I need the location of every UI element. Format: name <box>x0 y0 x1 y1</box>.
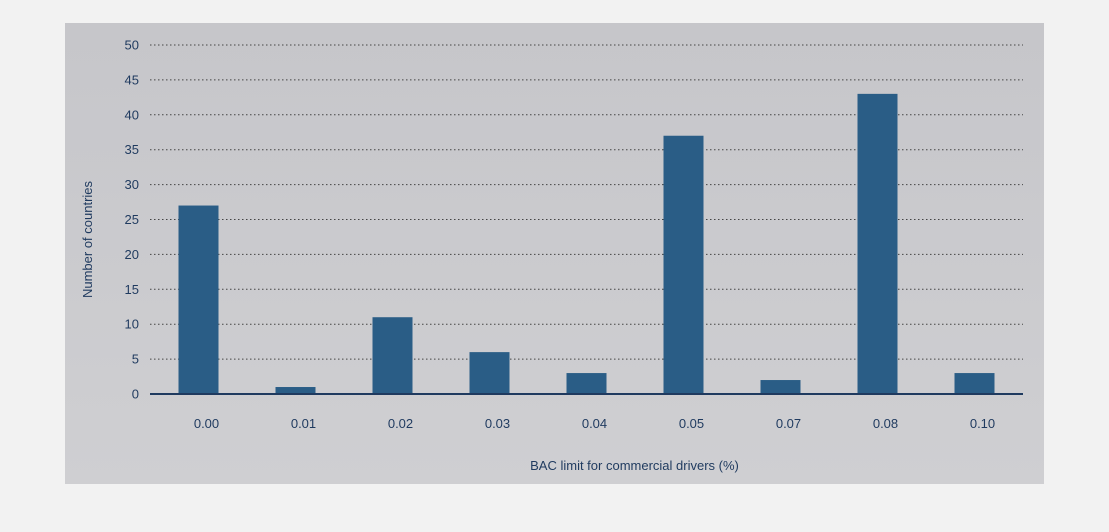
x-tick-label: 0.08 <box>873 416 898 431</box>
y-tick-label: 45 <box>125 72 139 87</box>
y-tick-label: 15 <box>125 282 139 297</box>
y-tick-label: 30 <box>125 177 139 192</box>
y-tick-label: 40 <box>125 107 139 122</box>
x-tick-label: 0.01 <box>291 416 316 431</box>
y-tick-label: 10 <box>125 317 139 332</box>
x-tick-label: 0.05 <box>679 416 704 431</box>
bar <box>954 373 995 394</box>
x-tick-label: 0.02 <box>388 416 413 431</box>
x-axis-title: BAC limit for commercial drivers (%) <box>530 458 739 473</box>
bar <box>275 387 316 394</box>
x-tick-label: 0.10 <box>970 416 995 431</box>
x-tick-label: 0.03 <box>485 416 510 431</box>
bar-chart: 0 5 10 15 20 25 30 35 40 45 50 0.00 0.01 0.02 0.03 0.0… <box>65 23 1044 484</box>
bar <box>760 380 801 394</box>
y-tick-labels: 0 5 10 15 20 25 30 35 40 45 50 <box>125 38 139 402</box>
x-tick-label: 0.00 <box>194 416 219 431</box>
y-tick-label: 35 <box>125 142 139 157</box>
y-tick-label: 50 <box>125 38 139 53</box>
bars <box>178 93 995 395</box>
y-tick-label: 0 <box>132 387 139 402</box>
bar <box>566 373 607 394</box>
gridlines <box>150 44 1023 360</box>
bar <box>372 317 413 394</box>
y-tick-label: 20 <box>125 247 139 262</box>
y-axis-title: Number of countries <box>80 180 95 298</box>
bar <box>469 352 510 394</box>
y-tick-label: 5 <box>132 352 139 367</box>
x-tick-labels: 0.00 0.01 0.02 0.03 0.04 0.05 0.07 0.08 0.10 <box>194 416 995 431</box>
y-tick-label: 25 <box>125 212 139 227</box>
bar <box>178 205 219 394</box>
x-tick-label: 0.04 <box>582 416 607 431</box>
bar <box>857 93 898 395</box>
bar <box>663 135 704 394</box>
x-tick-label: 0.07 <box>776 416 801 431</box>
